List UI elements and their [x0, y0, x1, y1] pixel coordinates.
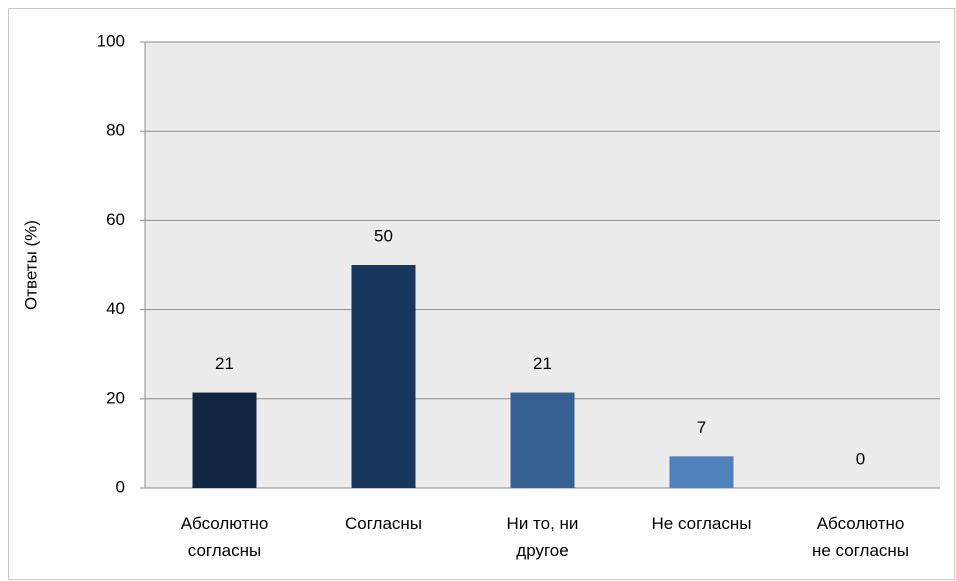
- y-tick-label: 20: [106, 388, 125, 407]
- x-tick-label: Абсолютно не согласны: [811, 514, 910, 560]
- y-tick-label: 60: [106, 210, 125, 229]
- bar: [669, 456, 734, 488]
- bar: [510, 392, 575, 488]
- data-label: 0: [856, 449, 865, 468]
- x-tick-label: Ни то, ни другое: [506, 514, 579, 560]
- data-label: 7: [697, 418, 706, 437]
- y-tick-label: 80: [106, 121, 125, 140]
- y-tick-label: 100: [97, 31, 125, 50]
- x-tick-label: Абсолютно согласны: [180, 514, 269, 560]
- bar: [351, 265, 416, 488]
- y-tick-label: 0: [116, 477, 125, 496]
- x-tick-label: Не согласны: [651, 514, 752, 533]
- y-tick-label: 40: [106, 299, 125, 318]
- bar: [192, 392, 257, 488]
- data-label: 21: [533, 354, 552, 373]
- y-axis-label: Ответы (%): [21, 220, 40, 310]
- x-tick-label: Согласны: [344, 514, 423, 533]
- data-label: 50: [374, 226, 393, 245]
- data-label: 21: [215, 354, 234, 373]
